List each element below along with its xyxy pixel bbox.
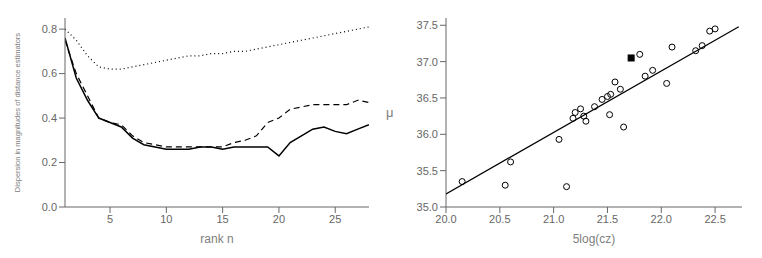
- svg-text:10: 10: [160, 213, 172, 225]
- svg-text:0.2: 0.2: [42, 156, 57, 168]
- svg-text:15: 15: [217, 213, 229, 225]
- svg-text:0.6: 0.6: [42, 67, 57, 79]
- svg-text:21.0: 21.0: [543, 213, 564, 225]
- svg-text:37.5: 37.5: [417, 19, 438, 31]
- svg-text:20.5: 20.5: [489, 213, 510, 225]
- svg-text:0.4: 0.4: [42, 112, 57, 124]
- svg-text:20.0: 20.0: [435, 213, 456, 225]
- svg-text:36.0: 36.0: [417, 128, 438, 140]
- svg-text:22.5: 22.5: [704, 213, 725, 225]
- svg-text:0.8: 0.8: [42, 23, 57, 35]
- svg-text:25: 25: [329, 213, 341, 225]
- svg-text:0.0: 0.0: [42, 201, 57, 213]
- svg-text:μ: μ: [386, 105, 394, 120]
- svg-text:21.5: 21.5: [597, 213, 618, 225]
- svg-text:37.0: 37.0: [417, 56, 438, 68]
- svg-text:36.5: 36.5: [417, 92, 438, 104]
- svg-text:Dispersion in magnitudes of di: Dispersion in magnitudes of distance est…: [13, 33, 22, 192]
- svg-text:5log(cz): 5log(cz): [573, 232, 616, 246]
- svg-text:35.0: 35.0: [417, 201, 438, 213]
- svg-text:5: 5: [107, 213, 113, 225]
- svg-text:rank n: rank n: [200, 232, 233, 246]
- svg-text:20: 20: [273, 213, 285, 225]
- svg-text:22.0: 22.0: [651, 213, 672, 225]
- svg-text:35.5: 35.5: [417, 165, 438, 177]
